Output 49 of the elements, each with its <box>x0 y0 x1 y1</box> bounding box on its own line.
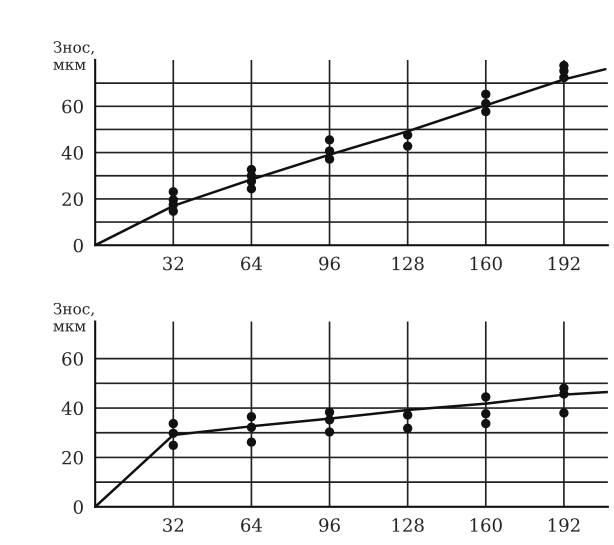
point <box>246 184 256 194</box>
point <box>481 409 490 418</box>
point <box>403 141 412 151</box>
x-tick-label: 32 <box>163 256 184 270</box>
point <box>481 98 490 108</box>
point <box>481 90 490 99</box>
point <box>246 422 256 432</box>
point <box>481 418 490 428</box>
point <box>559 408 569 418</box>
x-tick-label: 128 <box>392 518 424 532</box>
y-tick-label: 20 <box>62 450 83 465</box>
x-tick-label: 128 <box>392 256 424 270</box>
y-axis-title: Знос, мкм <box>53 41 94 70</box>
point <box>324 408 334 417</box>
point <box>324 415 334 425</box>
point <box>324 146 334 156</box>
y-axis-title: Знос, мкм <box>53 302 94 332</box>
x-tick-label: 64 <box>241 518 262 532</box>
point <box>168 440 178 450</box>
x-tick-label: 160 <box>470 256 502 270</box>
x-tick-label: 32 <box>163 518 184 532</box>
y-tick-label: 40 <box>62 401 83 416</box>
point <box>168 428 178 438</box>
point <box>403 410 412 420</box>
y-tick-label: 20 <box>62 192 83 206</box>
point <box>246 412 256 422</box>
point <box>559 72 569 82</box>
point <box>403 130 412 140</box>
point <box>168 418 178 428</box>
point <box>324 135 334 145</box>
point <box>246 437 256 447</box>
y-tick-label: 0 <box>74 500 83 514</box>
x-tick-label: 64 <box>241 256 262 270</box>
y-tick-label: 60 <box>62 352 83 366</box>
point <box>481 106 490 116</box>
y-tick-label: 60 <box>62 100 83 114</box>
x-tick-label: 160 <box>470 518 502 532</box>
x-tick-label: 96 <box>319 518 340 532</box>
point <box>403 424 412 433</box>
y-tick-label: 40 <box>62 146 83 160</box>
point <box>168 187 178 196</box>
x-tick-label: 192 <box>548 518 580 532</box>
x-tick-label: 96 <box>319 256 340 270</box>
y-tick-label: 0 <box>74 238 83 252</box>
point <box>324 427 334 437</box>
point <box>168 206 178 216</box>
point <box>324 154 334 164</box>
point <box>481 392 490 402</box>
x-tick-label: 192 <box>548 256 580 270</box>
